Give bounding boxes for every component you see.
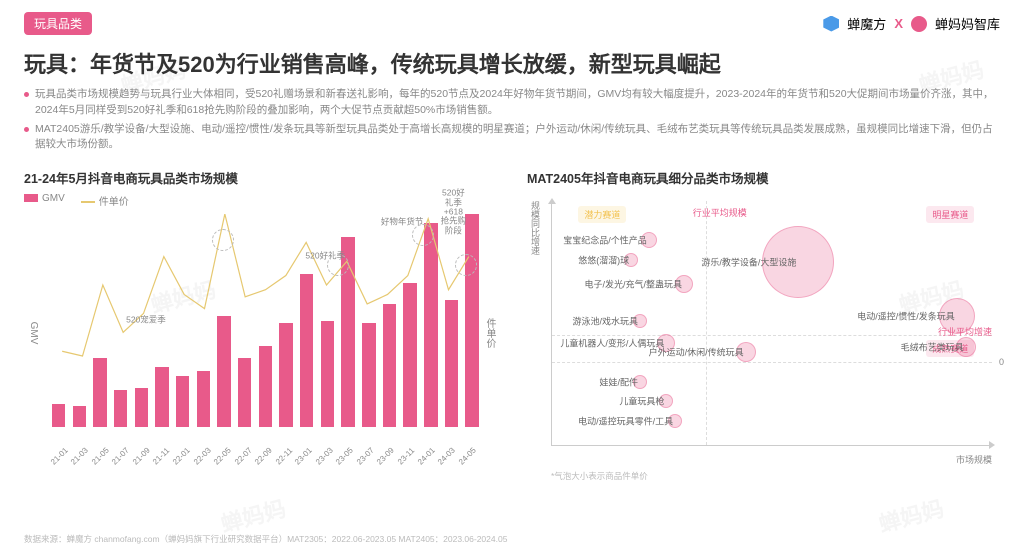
x-tick-label: 22-09 bbox=[253, 446, 274, 467]
brand-1: 蝉魔方 bbox=[847, 14, 886, 33]
x-tick-label: 23-05 bbox=[334, 446, 355, 467]
bubble-label: 游乐/教学设备/大型设施 bbox=[701, 256, 798, 269]
bubble-label: 电动/遥控/惯性/发条玩具 bbox=[857, 309, 957, 322]
annotation-circle bbox=[455, 254, 477, 276]
chart-annotation: 520好礼季+618抢先购阶段 bbox=[441, 189, 467, 236]
x-axis-label: 市场规模 bbox=[956, 453, 992, 466]
arrow-up-icon bbox=[548, 198, 556, 204]
annotation-circle bbox=[412, 224, 434, 246]
x-tick-label: 22-03 bbox=[192, 446, 213, 467]
bubble-label: 游泳池/戏水玩具 bbox=[572, 314, 640, 327]
category-tag: 玩具品类 bbox=[24, 12, 92, 35]
bubble-label: 悠悠(溜溜)球 bbox=[578, 253, 631, 266]
bubble-label: 毛绒布艺类玩具 bbox=[901, 341, 966, 354]
bubble-chart-panel: MAT2405年抖音电商玩具细分品类市场规模 规模同比增速 0潜力赛道明星赛道成… bbox=[527, 168, 1000, 482]
bubble-label: 户外运动/休闲/传统玩具 bbox=[649, 346, 746, 359]
x-tick-label: 21-03 bbox=[69, 446, 90, 467]
x-tick-label: 22-11 bbox=[273, 446, 293, 466]
chart-annotation: 520宠爱季 bbox=[126, 315, 166, 324]
combo-legend: GMV 件单价 bbox=[24, 193, 497, 208]
combo-chart-title: 21-24年5月抖音电商玩具品类市场规模 bbox=[24, 168, 497, 187]
x-tick-label: 24-01 bbox=[416, 446, 437, 467]
brand-icon-1 bbox=[823, 16, 839, 32]
bullet-list: 玩具品类市场规模趋势与玩具行业大体相同，受520礼赠场景和新春送礼影响，每年的5… bbox=[0, 87, 1024, 162]
brand-icon-2 bbox=[911, 16, 927, 32]
quadrant-label: 明星赛道 bbox=[926, 206, 974, 223]
legend-price: 件单价 bbox=[81, 193, 129, 208]
y-axis-label: 规模同比增速 bbox=[529, 201, 542, 255]
bubble-note: *气泡大小表示商品件单价 bbox=[551, 470, 1000, 482]
v-avg-label: 行业平均规模 bbox=[693, 206, 747, 219]
watermark: 蝉妈妈 bbox=[875, 491, 947, 539]
bubble-label: 儿童玩具枪 bbox=[619, 395, 666, 408]
x-tick-label: 24-03 bbox=[436, 446, 457, 467]
annotation-circle bbox=[327, 254, 349, 276]
bubble-chart: 规模同比增速 0潜力赛道明星赛道成熟赛道行业平均规模行业平均增速宝宝纪念品/个性… bbox=[527, 193, 1000, 468]
bullet-item: MAT2405游乐/教学设备/大型设施、电动/遥控/惯性/发条玩具等新型玩具品类… bbox=[24, 122, 1000, 154]
x-tick-label: 21-11 bbox=[151, 446, 171, 466]
bubble-label: 宝宝纪念品/个性产品 bbox=[563, 234, 649, 247]
footer-source: 数据来源：蝉魔方 chanmofang.com（蝉妈妈旗下行业研究数据平台）MA… bbox=[24, 533, 507, 545]
x-tick-label: 21-09 bbox=[131, 446, 152, 467]
header: 玩具品类 蝉魔方 X 蝉妈妈智库 bbox=[0, 0, 1024, 43]
x-tick-label: 22-01 bbox=[171, 446, 192, 467]
x-tick-label: 23-03 bbox=[314, 446, 335, 467]
annotation-circle bbox=[212, 229, 234, 251]
page-title: 玩具：年货节及520为行业销售高峰，传统玩具增长放缓，新型玩具崛起 bbox=[0, 43, 1024, 87]
x-tick-label: 23-01 bbox=[293, 446, 314, 467]
watermark: 蝉妈妈 bbox=[217, 491, 289, 539]
x-tick-label: 24-05 bbox=[457, 446, 478, 467]
brand-2: 蝉妈妈智库 bbox=[935, 14, 1000, 33]
x-tick-label: 23-11 bbox=[396, 446, 416, 466]
x-tick-label: 21-01 bbox=[49, 446, 70, 467]
brand-row: 蝉魔方 X 蝉妈妈智库 bbox=[823, 14, 1000, 33]
x-tick-label: 23-09 bbox=[375, 446, 396, 467]
bullet-text: MAT2405游乐/教学设备/大型设施、电动/遥控/惯性/发条玩具等新型玩具品类… bbox=[35, 122, 1000, 154]
bullet-text: 玩具品类市场规模趋势与玩具行业大体相同，受520礼赠场景和新春送礼影响，每年的5… bbox=[35, 87, 1000, 119]
zero-label: 0 bbox=[999, 357, 1004, 367]
bubble-label: 电子/发光/充气/整蛊玩具 bbox=[584, 277, 684, 290]
legend-gmv: GMV bbox=[24, 193, 65, 208]
combo-chart-panel: 21-24年5月抖音电商玩具品类市场规模 GMV 件单价 GMV 件单价 520… bbox=[24, 168, 497, 482]
combo-chart: GMV 件单价 520宠爱季520好礼季好物年货节520好礼季+618抢先购阶段… bbox=[24, 210, 497, 455]
arrow-right-icon bbox=[989, 441, 995, 449]
y-axis-right-label: 件单价 bbox=[482, 318, 497, 348]
y-axis-left-label: GMV bbox=[28, 321, 39, 344]
x-tick-label: 22-05 bbox=[212, 446, 233, 467]
quadrant-label: 潜力赛道 bbox=[578, 206, 626, 223]
x-tick-label: 23-07 bbox=[355, 446, 376, 467]
x-tick-label: 22-07 bbox=[233, 446, 254, 467]
bullet-item: 玩具品类市场规模趋势与玩具行业大体相同，受520礼赠场景和新春送礼影响，每年的5… bbox=[24, 87, 1000, 119]
brand-x: X bbox=[894, 16, 903, 31]
x-tick-label: 21-07 bbox=[110, 446, 131, 467]
x-tick-label: 21-05 bbox=[90, 446, 111, 467]
bubble-chart-title: MAT2405年抖音电商玩具细分品类市场规模 bbox=[527, 168, 1000, 187]
bubble-label: 娃娃/配件 bbox=[599, 375, 640, 388]
bubble-label: 电动/遥控玩具零件/工具 bbox=[578, 414, 675, 427]
